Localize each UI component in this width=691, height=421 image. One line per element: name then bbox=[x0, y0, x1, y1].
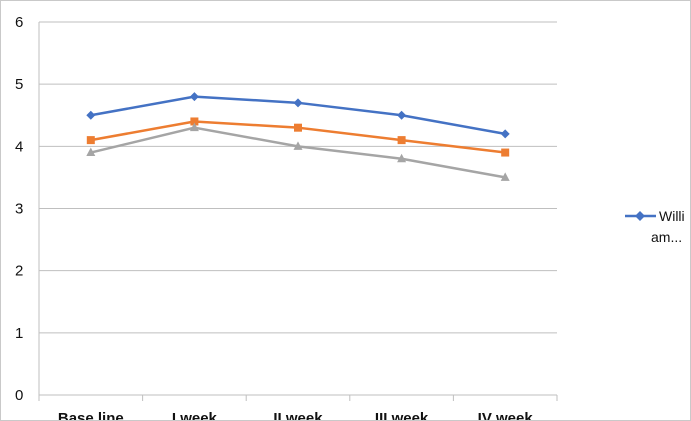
series-2-line bbox=[90, 126, 506, 179]
series-1-point-3 bbox=[397, 136, 406, 145]
series-0-point-2 bbox=[293, 98, 303, 108]
series-2-point-2 bbox=[293, 141, 303, 150]
series-2-point-4 bbox=[500, 172, 510, 181]
series-0-point-4 bbox=[500, 129, 510, 139]
x-axis-category-labels: Base line I week II week III week IV week bbox=[58, 410, 534, 420]
series-0-point-0 bbox=[86, 110, 96, 120]
series-1-point-1 bbox=[190, 117, 199, 126]
series-0-point-3 bbox=[397, 110, 407, 120]
series-1-point-4 bbox=[501, 148, 510, 157]
x-tick-label-1: I week bbox=[172, 410, 218, 420]
legend-label-line1: Willi bbox=[659, 208, 685, 224]
y-axis-tick-labels: 0 1 2 3 4 5 6 bbox=[15, 14, 23, 404]
legend-label-line2: am... bbox=[651, 229, 682, 245]
x-tick-label-4: IV week bbox=[478, 410, 534, 420]
series-2-point-3 bbox=[397, 153, 407, 163]
series-2-point-1 bbox=[189, 122, 199, 132]
series-1-point-2 bbox=[294, 123, 302, 132]
y-tick-label-1: 1 bbox=[15, 325, 23, 342]
series-1-point-0 bbox=[86, 136, 95, 145]
y-tick-label-2: 2 bbox=[15, 263, 23, 280]
x-tick-label-0: Base line bbox=[58, 410, 124, 420]
x-tick-label-2: II week bbox=[273, 410, 323, 420]
series-2-point-0 bbox=[86, 147, 96, 157]
y-tick-label-3: 3 bbox=[15, 201, 23, 218]
legend-swatch-marker bbox=[635, 211, 645, 221]
y-tick-label-6: 6 bbox=[15, 14, 23, 31]
series-lines bbox=[86, 92, 510, 181]
gridlines bbox=[38, 21, 558, 401]
y-tick-label-0: 0 bbox=[15, 387, 23, 404]
x-tick-label-3: III week bbox=[375, 410, 429, 420]
y-tick-label-5: 5 bbox=[15, 76, 23, 93]
y-tick-label-4: 4 bbox=[15, 138, 23, 155]
series-0-point-1 bbox=[189, 92, 199, 102]
legend: Willi am... bbox=[625, 208, 685, 245]
